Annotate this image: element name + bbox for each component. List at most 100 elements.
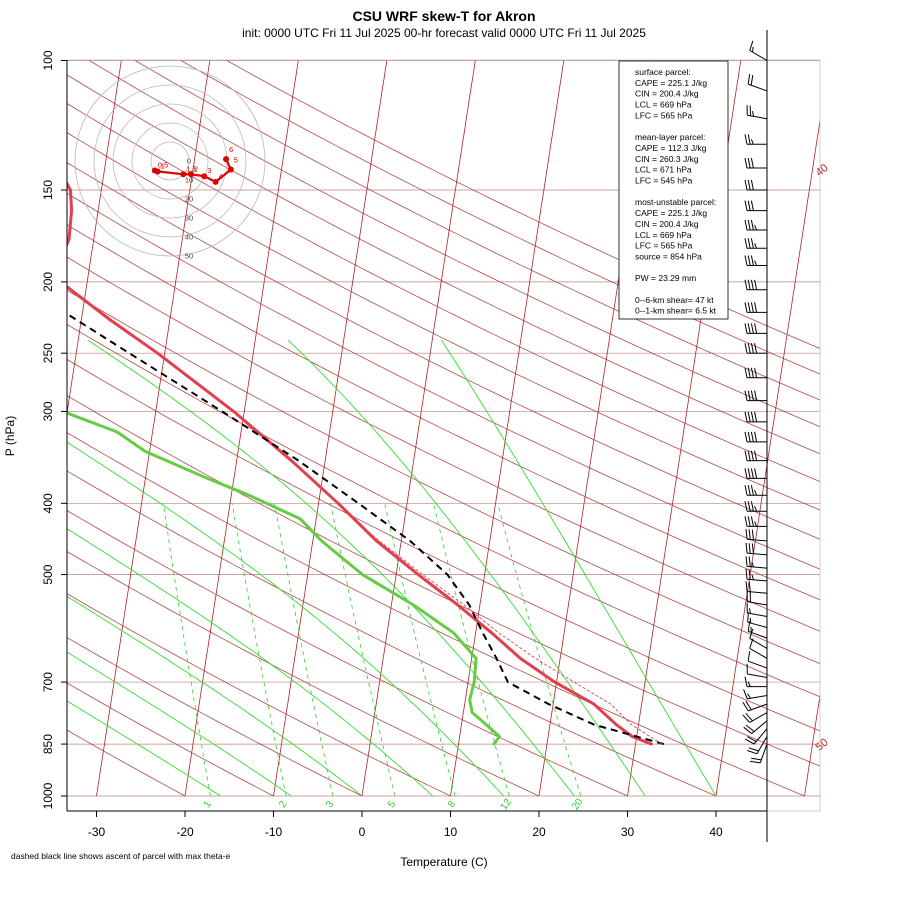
y-tick-label: 500: [41, 564, 55, 584]
dry-adiabat-line: [67, 289, 820, 665]
wind-barb-feather: [754, 279, 758, 290]
dry-adiabat-line: [67, 323, 820, 698]
wind-barb-feather: [747, 179, 751, 191]
info-line: LCL = 671 hPa: [635, 165, 692, 175]
wind-barb: [744, 179, 768, 191]
hodograph-ring: [74, 65, 266, 257]
dry-adiabat-line: [67, 551, 540, 797]
wind-barb-feather: [754, 431, 758, 442]
wind-barb-shaft: [748, 660, 768, 669]
wind-barb-feather: [745, 700, 752, 711]
wind-barb-feather: [744, 279, 748, 290]
info-line: CIN = 200.4 J/kg: [635, 219, 699, 229]
moist-adiabat-line: [67, 700, 221, 797]
dry-adiabat-line: [67, 162, 820, 540]
wind-barb: [746, 602, 768, 617]
wind-barb-feather: [754, 302, 758, 313]
y-tick-label: 700: [41, 672, 55, 692]
info-line: CAPE = 112.3 J/kg: [635, 143, 707, 153]
wind-barb: [747, 612, 768, 628]
wind-barb: [744, 390, 768, 402]
wind-barb-feather: [750, 219, 754, 231]
wind-barb-feather: [747, 343, 751, 354]
wind-barb-feather: [744, 343, 748, 354]
wind-barb-feather: [742, 714, 751, 723]
wind-barb: [742, 712, 768, 723]
wind-barb: [749, 40, 768, 61]
wind-barb-feather: [749, 617, 752, 624]
wind-barb-feather: [750, 238, 754, 249]
wind-barb-feather: [750, 501, 754, 512]
wind-barb-feather: [750, 255, 754, 266]
dry-adiabat-line: [67, 192, 820, 570]
dry-adiabat-line: [67, 358, 820, 732]
dry-adiabat-line: [67, 510, 628, 797]
wind-barb-feather: [754, 450, 758, 461]
wind-barb-feather: [744, 134, 748, 145]
y-tick-label: 400: [41, 493, 55, 513]
x-tick-label: 20: [532, 825, 546, 839]
wind-barb-shaft: [747, 621, 768, 628]
wind-barb: [744, 485, 768, 496]
wind-barb-feather: [745, 724, 755, 732]
info-line: CIN = 200.4 J/kg: [635, 89, 699, 99]
x-tick-label: -30: [88, 825, 106, 839]
mixing-ratio-line: [330, 503, 396, 797]
wind-barb-feather: [747, 750, 758, 755]
wind-barb-shaft: [749, 637, 768, 649]
moist-adiabat-line: [67, 595, 363, 797]
wind-barb-feather: [744, 367, 748, 378]
wind-barb: [750, 743, 768, 764]
wind-barb-shaft: [749, 712, 768, 723]
x-tick-label: 10: [444, 825, 458, 839]
hodograph-point: [154, 168, 161, 175]
wind-barbs: [742, 40, 768, 764]
wind-barb-feather: [752, 110, 755, 117]
wind-barb-feather: [750, 75, 754, 86]
dry-adiabat-line: [67, 74, 820, 455]
wind-barb-feather: [747, 157, 751, 169]
wind-barb-feather: [748, 747, 759, 752]
wind-barb-feather: [745, 556, 748, 567]
info-line: CIN = 260.3 J/kg: [635, 154, 699, 164]
info-line: most-unstable parcel:: [635, 197, 716, 207]
wind-barb-feather: [747, 431, 751, 442]
hodograph-point-label: 5: [234, 156, 238, 165]
wind-barb-feather: [744, 676, 748, 687]
wind-barb-shaft: [751, 720, 768, 734]
wind-barb-feather: [744, 238, 748, 249]
wind-barb-feather: [744, 200, 748, 211]
y-tick-label: 150: [41, 180, 55, 200]
wind-barb-feather: [747, 411, 751, 422]
wind-barb-feather: [747, 323, 751, 334]
wind-barb-feather: [754, 411, 758, 422]
wind-barb-feather: [750, 468, 754, 479]
moist-adiabat-line: [67, 528, 434, 797]
wind-barb: [744, 134, 768, 145]
mixing-ratio-label: 3: [324, 799, 336, 810]
wind-barb: [746, 105, 768, 120]
wind-barb-feather: [750, 411, 754, 422]
wind-barb-feather: [744, 255, 748, 266]
hodograph-trace: [154, 158, 233, 184]
x-tick-label: 0: [359, 825, 366, 839]
wind-barb-feather: [742, 701, 749, 712]
wind-barb: [749, 628, 768, 649]
isotherm-line: [273, 60, 388, 797]
hodograph-point: [201, 173, 208, 180]
wind-barb-feather: [751, 543, 754, 554]
isotherm-line: [450, 60, 565, 797]
wind-barb: [744, 238, 768, 249]
wind-barb: [744, 728, 768, 745]
wind-barb-feather: [747, 238, 751, 249]
moist-adiabat-line: [441, 339, 717, 797]
moist-adiabat-line: [87, 339, 575, 797]
wind-barb-shaft: [747, 612, 768, 617]
wind-barb-feather: [744, 501, 748, 512]
info-line: mean-layer parcel:: [635, 132, 705, 142]
wind-barb: [744, 411, 768, 423]
wind-barb-feather: [744, 157, 748, 169]
wind-barb-feather: [744, 516, 748, 527]
wind-barb: [745, 529, 768, 542]
